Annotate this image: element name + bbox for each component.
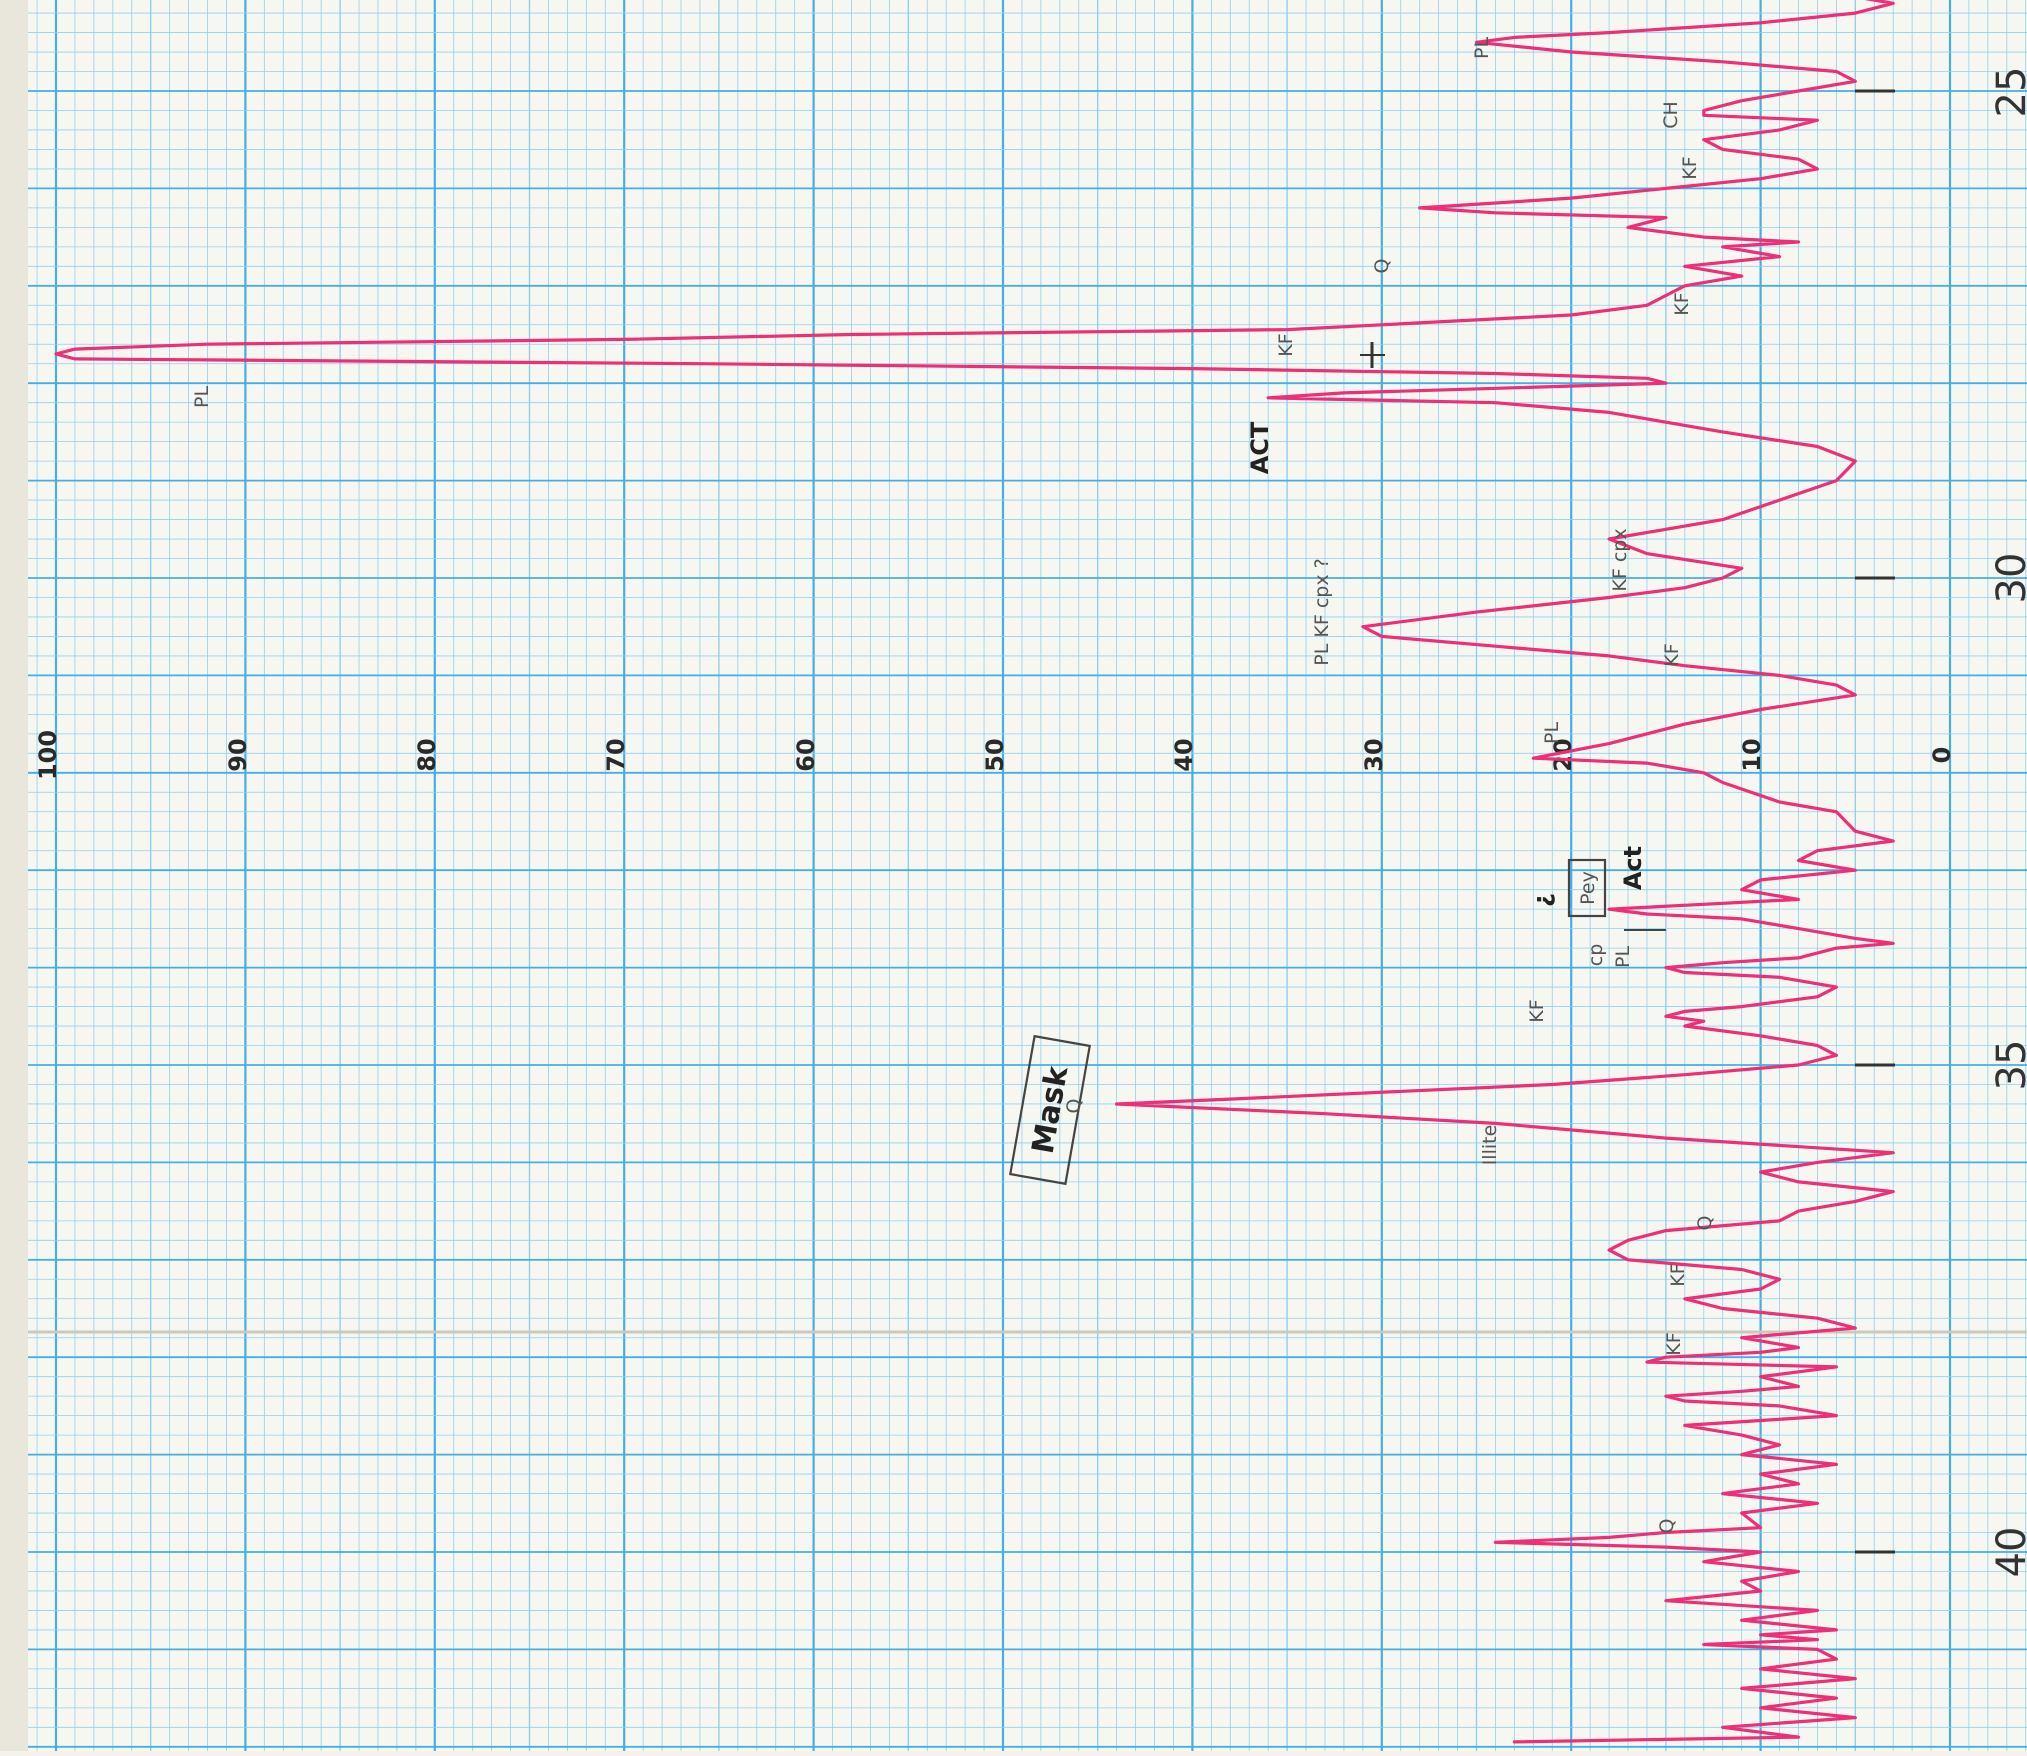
act-label: Act — [1619, 846, 1647, 890]
position-tick-label: 25 — [1989, 67, 2027, 118]
kf-label: KF — [1275, 333, 1297, 356]
value-tick-label: 30 — [1360, 738, 1388, 771]
value-tick-label: 0 — [1928, 747, 1956, 764]
kf-cpx-label: KF cpx — [1609, 528, 1631, 591]
value-tick-label: 70 — [602, 738, 630, 771]
pl-label: PL — [1612, 946, 1634, 968]
kf-label: KF — [1526, 999, 1548, 1022]
cpx-question-label: PL KF cpx ? — [1311, 558, 1333, 665]
kf-label: KF — [1663, 1332, 1685, 1355]
diffractogram-trace — [54, 0, 1895, 1744]
value-tick-label: 10 — [1738, 738, 1766, 771]
value-tick-label: 100 — [34, 730, 62, 780]
value-tick-label: 90 — [224, 738, 252, 771]
position-axis-labels: 40 35 30 25 — [1989, 67, 2027, 1578]
value-tick-label: 40 — [1170, 738, 1198, 771]
kf-label: KF — [1661, 643, 1683, 666]
kf-label: KF — [1671, 292, 1693, 315]
q-label: Q — [1656, 1519, 1678, 1534]
illite-label: Illite — [1479, 1125, 1501, 1166]
kf-label: KF — [1667, 1263, 1689, 1286]
small-box-label: Pey — [1577, 871, 1599, 905]
kf-label: KF — [1679, 156, 1701, 179]
grid — [28, 0, 2027, 1751]
pl-label: PL — [191, 386, 213, 408]
cp-label: cp — [1585, 944, 1607, 967]
q-label: Q — [1063, 1099, 1085, 1114]
pl-label: PL — [1471, 37, 1493, 59]
position-tick-label: 35 — [1989, 1040, 2027, 1091]
act-upper-label: ACT — [1246, 421, 1274, 474]
position-tick-label: 30 — [1989, 553, 2027, 604]
value-tick-label: 80 — [413, 738, 441, 771]
q-label: Q — [1694, 1216, 1716, 1231]
value-axis-ticks: 100 90 80 70 60 50 40 30 20 10 0 — [34, 730, 1956, 780]
ch-label: CH — [1660, 101, 1682, 129]
value-tick-label: 50 — [981, 738, 1009, 771]
q-label: Q — [1371, 259, 1393, 274]
position-tick-marks — [1855, 89, 1895, 1554]
chart-paper — [28, 0, 2027, 1751]
small-annotation-box: Pey — [1567, 858, 1607, 918]
question-mark: ? — [1531, 893, 1559, 907]
position-tick-label: 40 — [1989, 1527, 2027, 1578]
value-tick-label: 60 — [792, 738, 820, 771]
pl-label: PL — [1541, 722, 1563, 744]
